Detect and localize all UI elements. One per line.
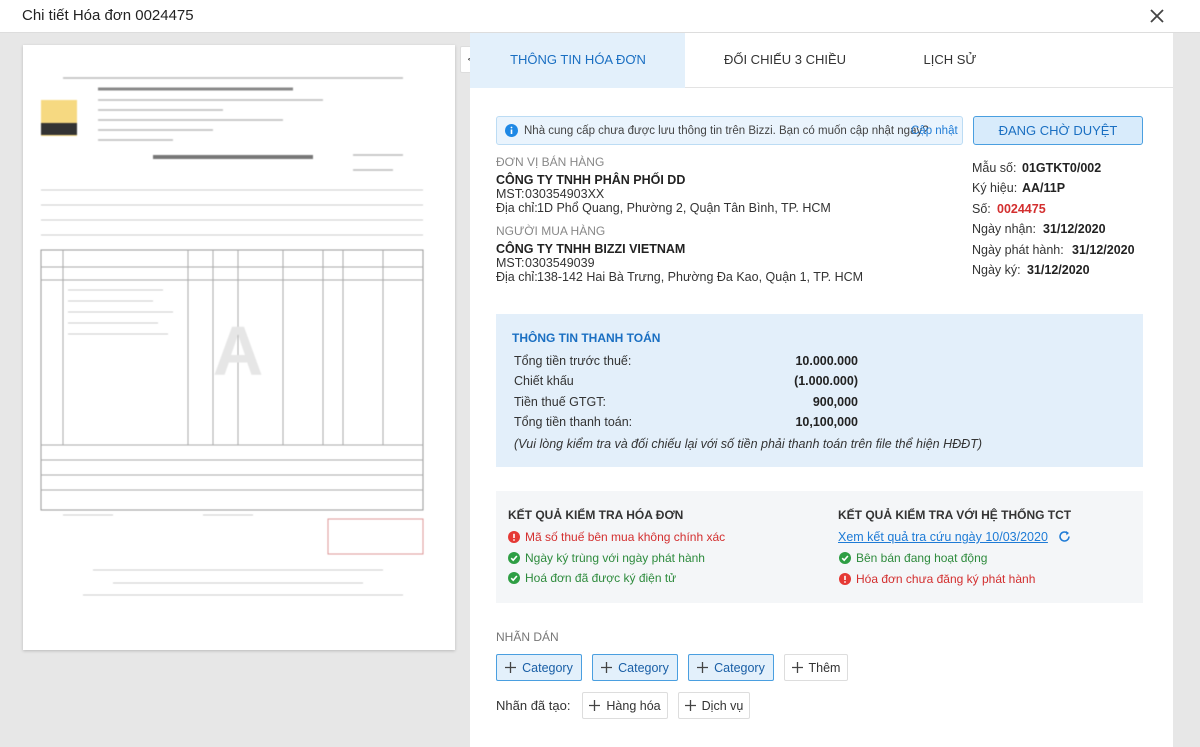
address-label: Địa chỉ: [496,270,538,284]
created-label: Nhãn đã tạo: [496,698,571,713]
dialog-title: Chi tiết Hóa đơn 0024475 [22,7,194,24]
plus-icon [589,700,601,711]
info-value: 0024475 [997,201,1046,216]
invoice-preview: A [23,45,455,650]
invoice-image: A [40,77,424,596]
address: 138-142 Hai Bà Trưng, Phường Đa Kao, Quậ… [537,270,864,284]
notice-link[interactable]: Cập nhật [911,125,958,137]
payment-label: Tiền thuế GTGT: [514,394,606,409]
address-label: Địa chỉ: [496,201,538,215]
check-heading: KẾT QUẢ KIỂM TRA HÓA ĐƠN [508,508,684,522]
party-name: CÔNG TY TNHH PHÂN PHỐI DD [496,173,686,187]
party-heading: ĐƠN VỊ BÁN HÀNG [496,155,605,169]
error-icon [839,572,851,585]
tax-code: 030354903XX [525,187,605,201]
plus-icon [684,700,696,711]
info-value: 31/12/2020 [1072,242,1135,257]
tct-link[interactable]: Xem kết quả tra cứu ngày 10/03/2020 [838,530,1048,544]
ok-icon [508,572,520,584]
header-bar [0,0,1200,33]
payment-label: Tổng tiền trước thuế: [514,354,632,368]
check-item: Mã số thuế bên mua không chính xác [525,530,726,544]
notice-text: Nhà cung cấp chưa được lưu thông tin trê… [524,125,929,137]
payment-note: (Vui lòng kiểm tra và đối chiếu lại với … [514,437,982,451]
address: 1D Phổ Quang, Phường 2, Quận Tân Bình, T… [537,201,831,215]
check-item: Hoá đơn đã được ký điện tử [525,571,677,585]
check-item: Ngày ký trùng với ngày phát hành [525,550,705,565]
status-badge: ĐANG CHỜ DUYỆT [973,116,1143,145]
created-tag[interactable]: Hàng hóa [582,692,668,719]
info-label: Ngày phát hành: [972,242,1064,257]
tab-active-bg [470,33,685,88]
tax-label: MST: [496,256,525,270]
tag-button[interactable]: Category [592,654,678,681]
info-value: AA/11P [1022,181,1066,196]
svg-text:A: A [213,312,264,390]
info-label: Ký hiệu: [972,181,1018,196]
ok-icon [508,551,520,564]
plus-icon [505,662,517,673]
payment-value: (1.000.000) [794,374,858,389]
plus-icon [791,662,803,673]
tct-heading: KẾT QUẢ KIỂM TRA VỚI HỆ THỐNG TCT [838,508,1072,522]
refresh-icon[interactable] [1058,530,1071,543]
tab[interactable]: ĐỐI CHIẾU 3 CHIỀU [723,52,847,67]
tax-code: 0303549039 [525,256,595,270]
info-icon [505,124,518,137]
payment-heading: THÔNG TIN THANH TOÁN [512,331,661,345]
tags-heading: NHÃN DÁN [496,630,559,644]
payment-label: Chiết khấu [514,374,574,389]
payment-value: 10.000.000 [795,354,858,368]
tct-item: Bên bán đang hoạt động [856,551,988,565]
info-label: Mẫu số: [972,161,1017,175]
error-icon [508,531,520,543]
plus-icon [697,662,709,673]
payment-box [496,314,1143,467]
tab[interactable]: THÔNG TIN HÓA ĐƠN [510,52,646,67]
check-box [496,491,1143,603]
info-value: 31/12/2020 [1027,263,1090,277]
info-label: Ngày ký: [972,263,1021,277]
party-heading: NGƯỜI MUA HÀNG [496,224,606,238]
info-value: 31/12/2020 [1043,222,1106,237]
plus-icon [601,662,613,673]
party-name: CÔNG TY TNHH BIZZI VIETNAM [496,242,686,256]
notice-bar [496,116,963,145]
tct-item: Hóa đơn chưa đăng ký phát hành [856,571,1036,586]
info-value: 01GTKT0/002 [1022,161,1102,175]
info-label: Số: [972,201,991,216]
tag-button[interactable]: Category [496,654,582,681]
tax-label: MST: [496,187,525,201]
info-label: Ngày nhận: [972,222,1036,237]
ok-icon [839,552,851,564]
tab-divider [470,87,1173,88]
payment-label: Tổng tiền thanh toán: [514,415,633,430]
close-button[interactable] [1150,9,1164,23]
payment-value: 900,000 [812,394,858,409]
payment-value: 10,100,000 [795,415,858,430]
tab[interactable]: LỊCH SỬ [923,52,977,67]
tag-button[interactable]: Category [688,654,774,681]
created-tag[interactable]: Dịch vụ [678,692,750,719]
add-tag-button[interactable]: Thêm [784,654,848,681]
